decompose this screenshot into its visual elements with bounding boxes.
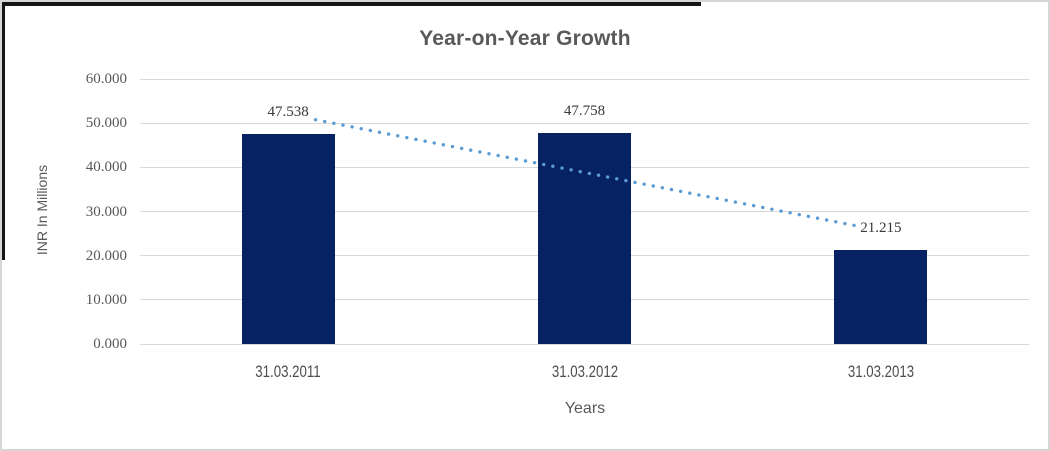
bar: [538, 133, 631, 344]
frame-top-edge: [2, 2, 701, 6]
x-tick-label: 31.03.2012: [551, 362, 618, 381]
bar-value-text: 47.758: [561, 103, 608, 120]
gridline: [140, 78, 1029, 80]
bar-value-text: 21.215: [858, 220, 904, 237]
x-tick-label: 31.03.2011: [255, 362, 321, 381]
chart-title: Year-on-Year Growth: [419, 27, 631, 50]
gridline: [140, 343, 1029, 345]
y-axis-title: INR In Millions: [34, 164, 50, 256]
y-tick-label: 0.000: [93, 336, 127, 352]
y-tick-label: 10.000: [85, 291, 127, 308]
bar: [241, 134, 335, 344]
x-axis-title: Years: [564, 400, 606, 417]
bar-value-label: 47.538: [228, 103, 348, 121]
bar-value-label: 21.215: [821, 219, 941, 237]
bar-value-label: 47.758: [525, 102, 645, 120]
y-tick-label: 50.000: [85, 115, 127, 132]
y-tick-label: 30.000: [85, 203, 127, 220]
bar: [834, 250, 928, 344]
y-tick-label: 40.000: [85, 159, 127, 176]
y-tick-label: 20.000: [85, 247, 127, 264]
bar-value-text: 47.538: [265, 104, 311, 121]
frame-left-edge: [2, 2, 5, 260]
y-tick-label: 60.000: [85, 71, 127, 87]
gridline: [140, 122, 1029, 124]
x-tick-label: 31.03.2013: [847, 362, 915, 381]
